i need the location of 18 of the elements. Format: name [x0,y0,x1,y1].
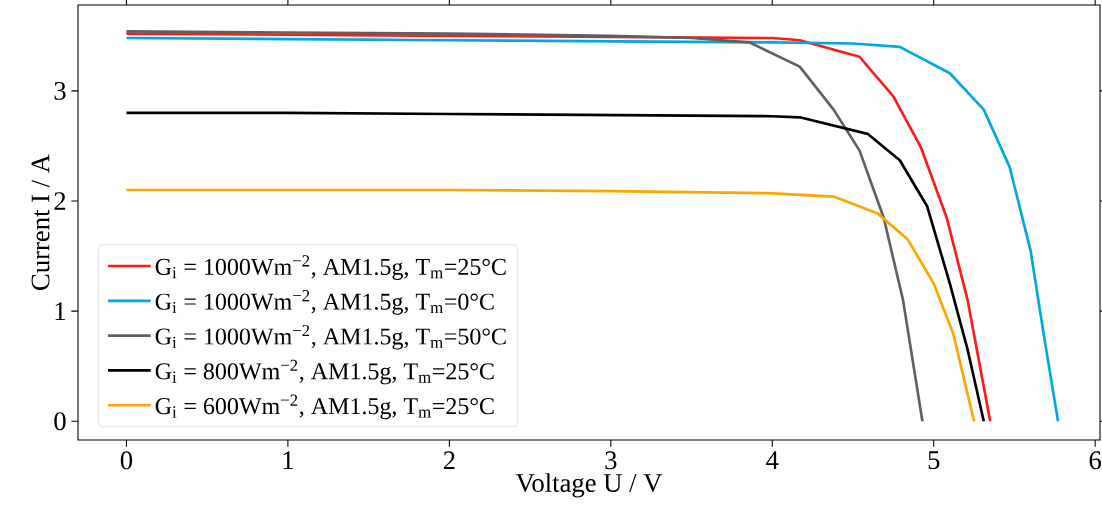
x-tick-label: 4 [766,451,779,469]
legend-label: G$_{i}$ = 600Wm$^{−2}$, AM1.5g, T$_{m}$=25°C [155,394,494,420]
legend-label: G$_{i}$ = 1000Wm$^{−2}$, AM1.5g, T$_{m}$=25°C [155,255,506,280]
y-tick-label: 1 [55,302,66,320]
x-tick-label: 3 [605,451,617,470]
x-tick-label: 6 [1089,451,1102,470]
legend-label: G$_{i}$ = 1000Wm$^{−2}$, AM1.5g, T$_{m}$=50°C [155,324,506,350]
legend-label: G$_{i}$ = 800Wm$^{−2}$, AM1.5g, T$_{m}$=25°C [155,359,494,385]
x-axis-title: Voltage U / V [515,473,663,498]
x-tick-label: 1 [283,451,293,469]
x-tick-label: 0 [120,451,133,470]
y-tick-label: 3 [54,81,66,100]
x-tick-label: 5 [928,451,940,470]
y-tick-label: 2 [54,192,66,210]
y-tick-label: 0 [54,412,66,431]
y-axis-title: Current I / A [31,154,50,290]
legend-label: G$_{i}$ = 1000Wm$^{−2}$, AM1.5g, T$_{m}$=0°C [155,290,494,315]
x-tick-label: 2 [443,451,455,470]
